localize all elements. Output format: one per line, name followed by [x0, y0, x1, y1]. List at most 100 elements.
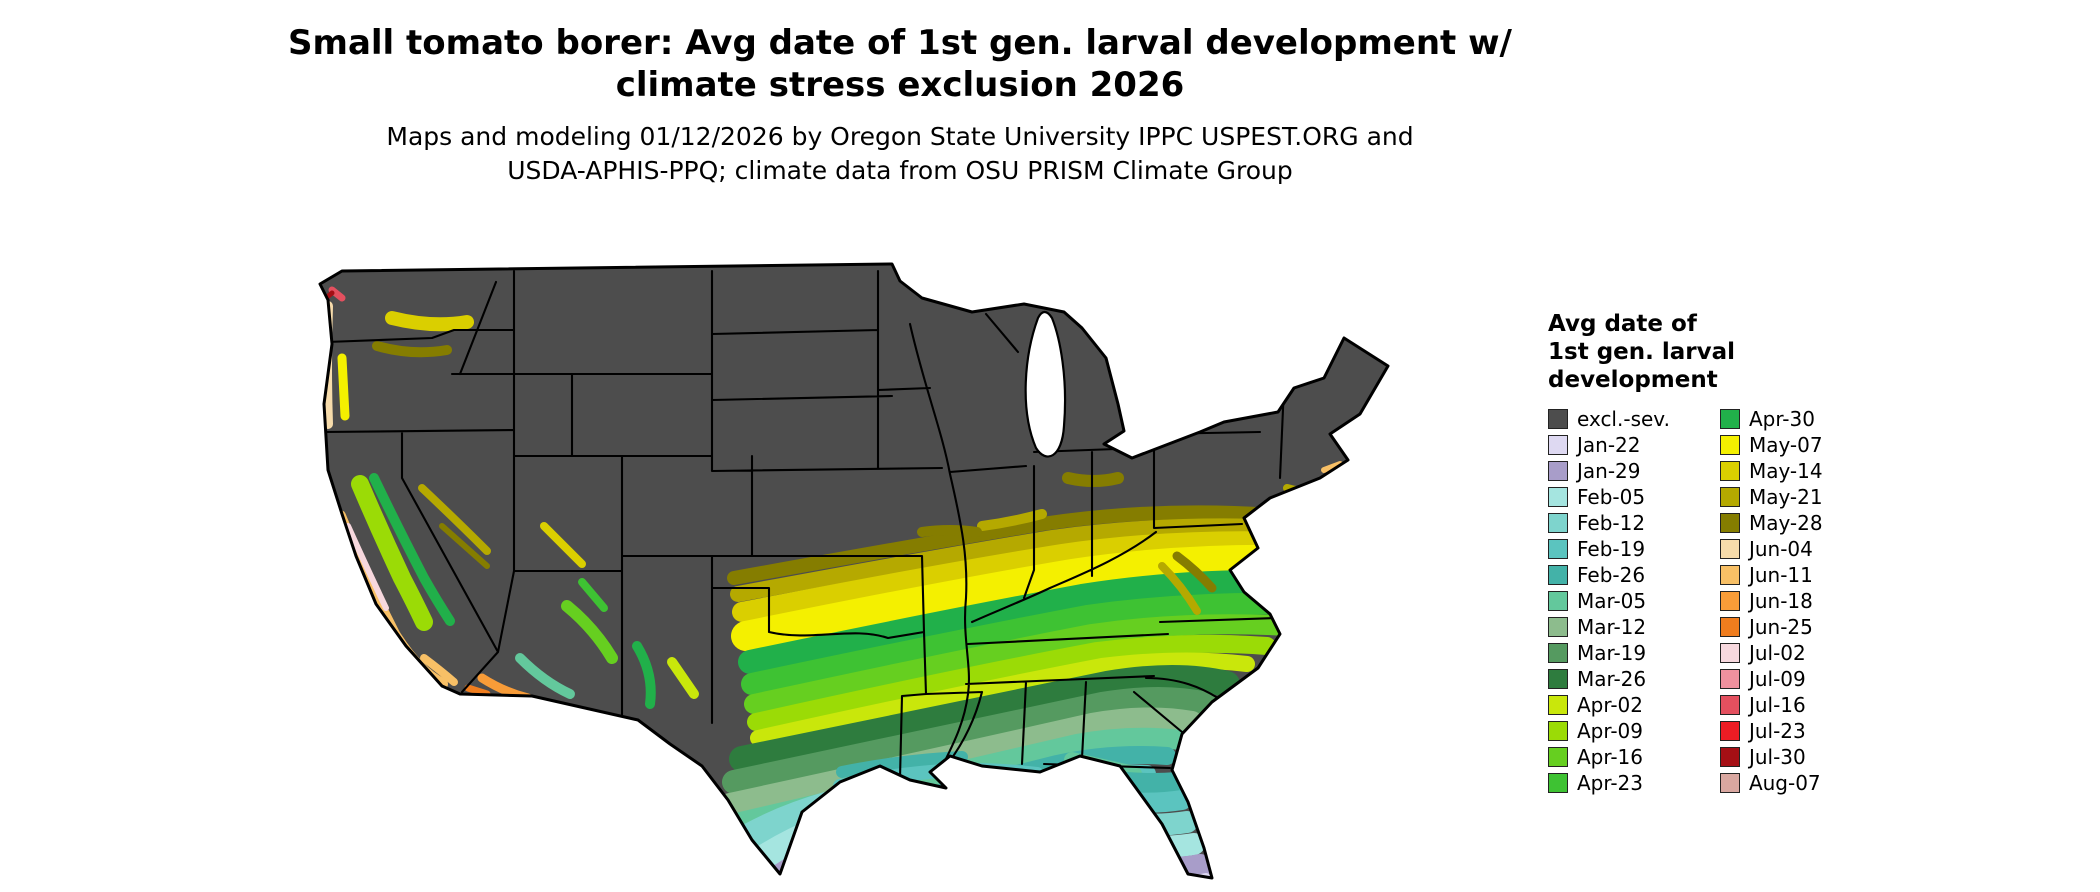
- subtitle-line-1: Maps and modeling 01/12/2026 by Oregon S…: [386, 122, 1414, 151]
- legend-label: Feb-12: [1577, 511, 1646, 535]
- map-band-fl-feb-05: [1136, 833, 1205, 858]
- legend-swatch: [1548, 591, 1568, 611]
- map-band-mar-12: [719, 707, 1203, 815]
- legend-swatch: [1719, 617, 1740, 637]
- legend-swatch: [1548, 695, 1568, 715]
- legend-swatch: [1548, 539, 1568, 559]
- legend-swatch: [1719, 747, 1740, 767]
- map-band-ca-coast-pink: [345, 523, 389, 611]
- legend-row: Feb-26: [1548, 562, 1670, 588]
- legend-swatch: [1548, 565, 1568, 585]
- legend-row: May-28: [1719, 510, 1823, 536]
- map-band-az-desert-dkorange: [464, 684, 491, 698]
- legend-swatch: [1548, 669, 1568, 689]
- legend-row: Apr-09: [1548, 718, 1670, 744]
- legend-swatch: [1719, 721, 1740, 741]
- legend-label: Apr-02: [1577, 693, 1643, 717]
- legend-label: Jan-22: [1577, 433, 1641, 457]
- legend-swatch: [1548, 513, 1568, 533]
- map-band-mar-26: [729, 665, 1240, 772]
- legend-label: Jul-30: [1748, 745, 1806, 769]
- legend-row: Apr-02: [1548, 692, 1670, 718]
- legend-label: Jun-11: [1748, 563, 1813, 587]
- map-band-saz-teal: [515, 653, 575, 699]
- legend-label: Mar-12: [1577, 615, 1647, 639]
- map-band-az-mountains: [561, 600, 618, 664]
- map-band-fl-feb-19: [1120, 790, 1192, 813]
- map-band-central-valley: [351, 475, 433, 631]
- legend-row: Jul-02: [1719, 640, 1823, 666]
- legend-swatch: [1719, 513, 1740, 533]
- legend-label: Jul-09: [1748, 667, 1806, 691]
- legend-row: May-21: [1719, 484, 1823, 510]
- map-subtitle: Maps and modeling 01/12/2026 by Oregon S…: [0, 120, 1800, 188]
- map-band-ewash-olive: [372, 341, 452, 358]
- legend-label: May-21: [1748, 485, 1823, 509]
- map-band-socal-orange: [420, 654, 458, 686]
- map-band-may-07: [731, 544, 1309, 651]
- legend-swatch: [1719, 669, 1740, 689]
- legend-swatch: [1548, 773, 1568, 793]
- map-band-apr-09: [747, 634, 1276, 731]
- legend-swatch: [1548, 747, 1568, 767]
- legend-row: Mar-12: [1548, 614, 1670, 640]
- map-band-apr-30: [738, 569, 1308, 674]
- legend-columns: excl.-sev. Jan-22 Jan-29 Feb-05 Feb-12 Feb-19…: [1548, 406, 2008, 796]
- map-band-nm-green: [632, 641, 656, 709]
- map-band-sierra-foothills: [369, 473, 455, 626]
- legend-label: excl.-sev.: [1577, 407, 1670, 431]
- legend-column-1: excl.-sev. Jan-22 Jan-29 Feb-05 Feb-12 Feb-19…: [1548, 406, 1670, 796]
- map-band-columbia-basin: [385, 311, 474, 332]
- legend-label: Apr-30: [1748, 407, 1815, 431]
- map-band-utah-green: [578, 578, 608, 612]
- legend-row: Jan-29: [1548, 458, 1670, 484]
- legend-label: Mar-19: [1577, 641, 1647, 665]
- lake-michigan-icon: [1024, 310, 1067, 458]
- legend-label: May-28: [1748, 511, 1823, 535]
- subtitle-line-2: USDA-APHIS-PPQ; climate data from OSU PR…: [507, 156, 1293, 185]
- map-band-nevada-olive: [418, 484, 491, 555]
- state-borders: [322, 269, 1286, 780]
- legend-swatch: [1719, 409, 1740, 429]
- legend-label: Aug-07: [1748, 771, 1821, 795]
- title-line-2: climate stress exclusion 2026: [615, 65, 1185, 105]
- legend-swatch: [1719, 487, 1740, 507]
- legend-row: Jul-30: [1719, 744, 1823, 770]
- legend-row: Jan-22: [1548, 432, 1670, 458]
- legend-swatch: [1548, 409, 1568, 429]
- legend-row: Jun-18: [1719, 588, 1823, 614]
- legend-swatch: [1719, 435, 1740, 455]
- map-band-willamette: [337, 353, 350, 421]
- legend: Avg date of 1st gen. larval development …: [1548, 310, 2008, 796]
- map-band-may-14: [732, 531, 1302, 622]
- legend-swatch: [1719, 773, 1740, 793]
- map-band-appalachia-olive: [1158, 562, 1201, 615]
- legend-row: Mar-19: [1548, 640, 1670, 666]
- legend-row: Feb-05: [1548, 484, 1670, 510]
- title-line-1: Small tomato borer: Avg date of 1st gen.…: [288, 23, 1512, 63]
- legend-swatch: [1719, 565, 1740, 585]
- map-band-nevada-darkolive: [439, 523, 490, 569]
- legend-swatch: [1548, 435, 1568, 455]
- legend-column-2: Apr-30 May-07 May-14 May-21 May-28 Jun-04 Jun-…: [1719, 406, 1823, 796]
- legend-title-line-3: development: [1548, 367, 1718, 393]
- legend-row: Jul-16: [1719, 692, 1823, 718]
- legend-row: Apr-23: [1548, 770, 1670, 796]
- legend-row: May-07: [1719, 432, 1823, 458]
- legend-label: Feb-19: [1577, 537, 1646, 561]
- legend-label: Mar-05: [1577, 589, 1647, 613]
- legend-swatch: [1719, 695, 1740, 715]
- legend-label: May-14: [1748, 459, 1823, 483]
- legend-row: Jun-04: [1719, 536, 1823, 562]
- legend-row: Mar-05: [1548, 588, 1670, 614]
- legend-row: Jun-11: [1719, 562, 1823, 588]
- map-band-fl-jan-29: [1152, 854, 1212, 878]
- legend-label: Feb-05: [1577, 485, 1646, 509]
- map-band-smich-olive: [1062, 472, 1124, 487]
- map-band-siowa-olive: [917, 525, 982, 537]
- legend-swatch: [1719, 461, 1740, 481]
- legend-swatch: [1548, 721, 1568, 741]
- legend-swatch: [1548, 461, 1568, 481]
- legend-label: Jul-16: [1748, 693, 1806, 717]
- legend-label: Jul-02: [1748, 641, 1806, 665]
